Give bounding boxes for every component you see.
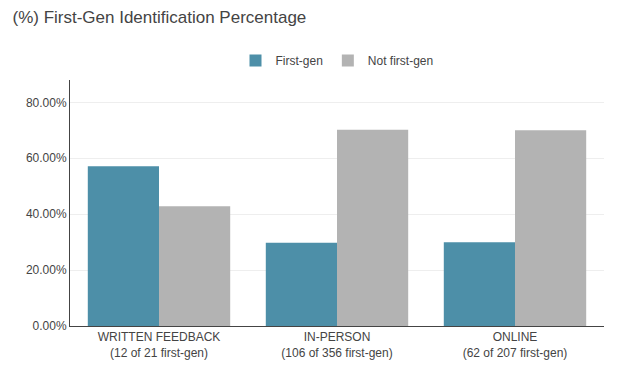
svg-text:WRITTEN FEEDBACK(12 of 21 firs: WRITTEN FEEDBACK(12 of 21 first-gen)	[98, 330, 221, 360]
svg-text:First-gen: First-gen	[276, 54, 323, 68]
svg-text:20.00%: 20.00%	[26, 263, 67, 277]
svg-text:40.00%: 40.00%	[26, 207, 67, 221]
svg-text:Not first-gen: Not first-gen	[368, 54, 433, 68]
svg-text:80.00%: 80.00%	[26, 96, 67, 110]
svg-text:(%) First-Gen Identification P: (%) First-Gen Identification Percentage	[12, 8, 306, 27]
svg-text:0.00%: 0.00%	[33, 319, 67, 333]
svg-text:IN-PERSON(106 of 356 first-gen: IN-PERSON(106 of 356 first-gen)	[281, 330, 392, 360]
svg-text:60.00%: 60.00%	[26, 151, 67, 165]
svg-text:ONLINE(62 of 207 first-gen): ONLINE(62 of 207 first-gen)	[463, 330, 568, 360]
